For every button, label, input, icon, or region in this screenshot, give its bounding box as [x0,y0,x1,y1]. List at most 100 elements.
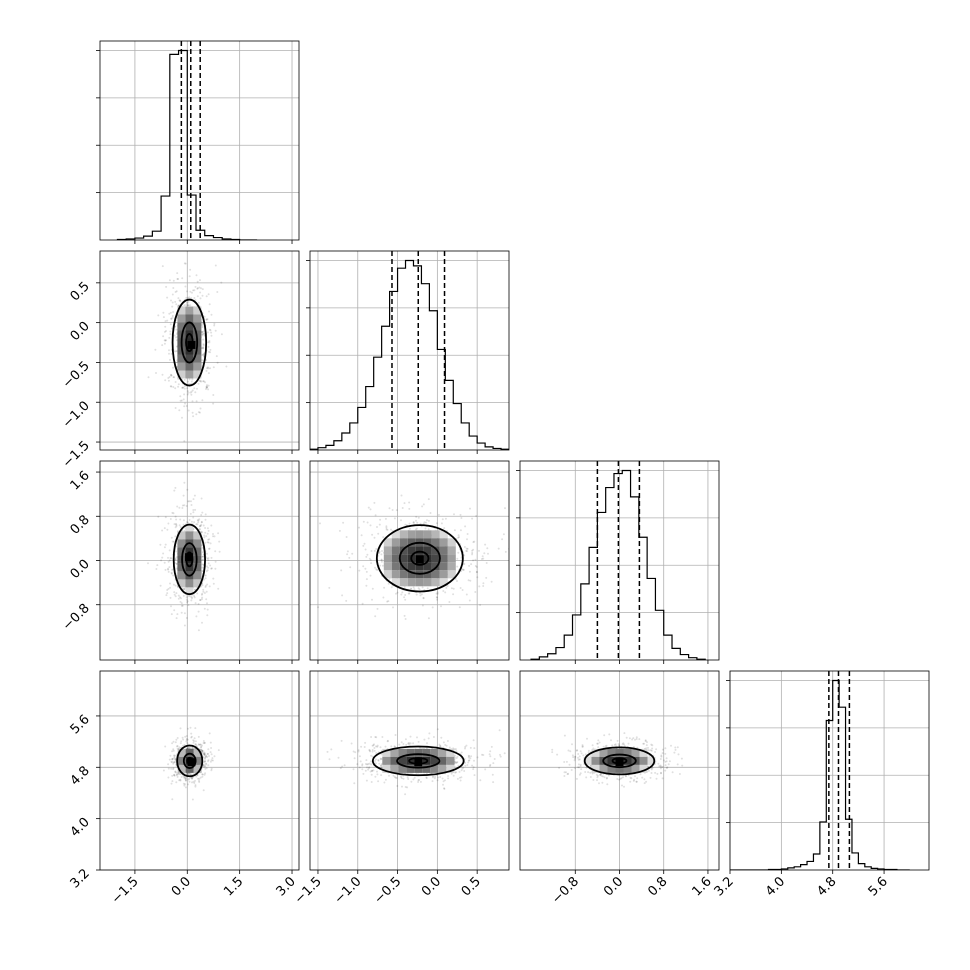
scatter-point [210,331,213,334]
scatter-point [571,754,574,757]
y-tick-label: −1.5 [60,438,93,471]
scatter-point [185,505,188,507]
density-cell [423,562,432,571]
scatter-point [178,779,181,782]
scatter-point [198,779,200,782]
scatter-point [175,781,178,784]
density-cell [438,748,447,757]
scatter-point [643,742,646,745]
scatter-point [412,586,415,589]
scatter-point [603,776,606,779]
scatter-point [369,770,372,773]
scatter-point [204,531,207,534]
scatter-point [575,777,578,780]
scatter-point [175,545,178,548]
scatter-point [454,748,457,751]
scatter-point [173,591,176,594]
scatter-point [189,268,192,271]
scatter-point [202,338,205,341]
scatter-point [168,549,171,552]
density-cell [422,756,431,765]
scatter-point [182,588,185,591]
scatter-point [432,736,435,738]
scatter-point [201,621,203,624]
scatter-point [170,385,173,388]
scatter-point [172,574,175,577]
scatter-point [589,771,592,774]
scatter-point [459,529,462,532]
scatter-point [371,769,373,772]
scatter-point [182,386,185,389]
scatter-point [395,592,397,595]
scatter-point [636,777,639,780]
scatter-point [577,766,579,769]
scatter-point [203,534,206,537]
scatter-point [186,304,189,307]
scatter-point [651,747,654,750]
scatter-point [656,772,659,775]
scatter-point [379,564,382,567]
density-cell [431,546,440,555]
scatter-point [204,762,207,765]
scatter-point [193,595,196,597]
x-tick-label: −1.5 [109,874,142,907]
scatter-point [203,332,206,335]
scatter-point [504,507,506,510]
scatter-point [172,583,175,586]
scatter-point [596,742,599,745]
scatter-point [174,535,177,538]
scatter-point [395,509,398,512]
scatter-point [199,743,202,746]
scatter-point [619,777,622,780]
scatter-point [178,746,181,749]
scatter-point [442,741,445,744]
scatter-point [168,376,171,378]
scatter-point [180,740,183,743]
scatter-point [177,383,180,386]
density-cell [407,530,416,539]
scatter-point [173,334,176,337]
scatter-point [421,505,424,508]
scatter-point [185,405,188,407]
scatter-point [171,758,174,760]
scatter-point [349,566,352,569]
scatter-point [376,526,378,528]
scatter-point [169,323,172,326]
scatter-point [378,762,381,765]
scatter-point [445,586,448,589]
density-cell [430,764,439,773]
scatter-point [350,742,353,745]
scatter-point [395,777,398,779]
density-cell [431,530,440,539]
scatter-point [358,569,361,572]
scatter-point [203,742,206,745]
scatter-point [200,745,203,748]
scatter-point [197,301,200,304]
x-tick-label: 4.8 [814,874,839,899]
scatter-point [168,352,170,355]
scatter-point [425,772,428,775]
scatter-point [650,768,653,771]
scatter-point [192,289,195,292]
scatter-point [201,354,204,357]
y-tick-label: 0.5 [68,279,93,304]
scatter-point [374,615,377,618]
scatter-point [156,564,159,567]
scatter-point [474,591,477,593]
scatter-point [648,755,651,758]
scatter-point [346,553,349,556]
scatter-point [201,331,204,334]
scatter-point [194,727,197,730]
density-cell [415,578,424,587]
scatter-point [205,763,208,766]
scatter-point [371,587,374,590]
scatter-point [165,330,167,332]
scatter-point [386,600,389,603]
scatter-point [387,582,390,585]
scatter-point [456,755,459,758]
scatter-point [183,504,186,507]
scatter-point [646,741,648,744]
scatter-point [369,524,372,527]
scatter-point [174,595,177,598]
scatter-point [422,503,425,506]
